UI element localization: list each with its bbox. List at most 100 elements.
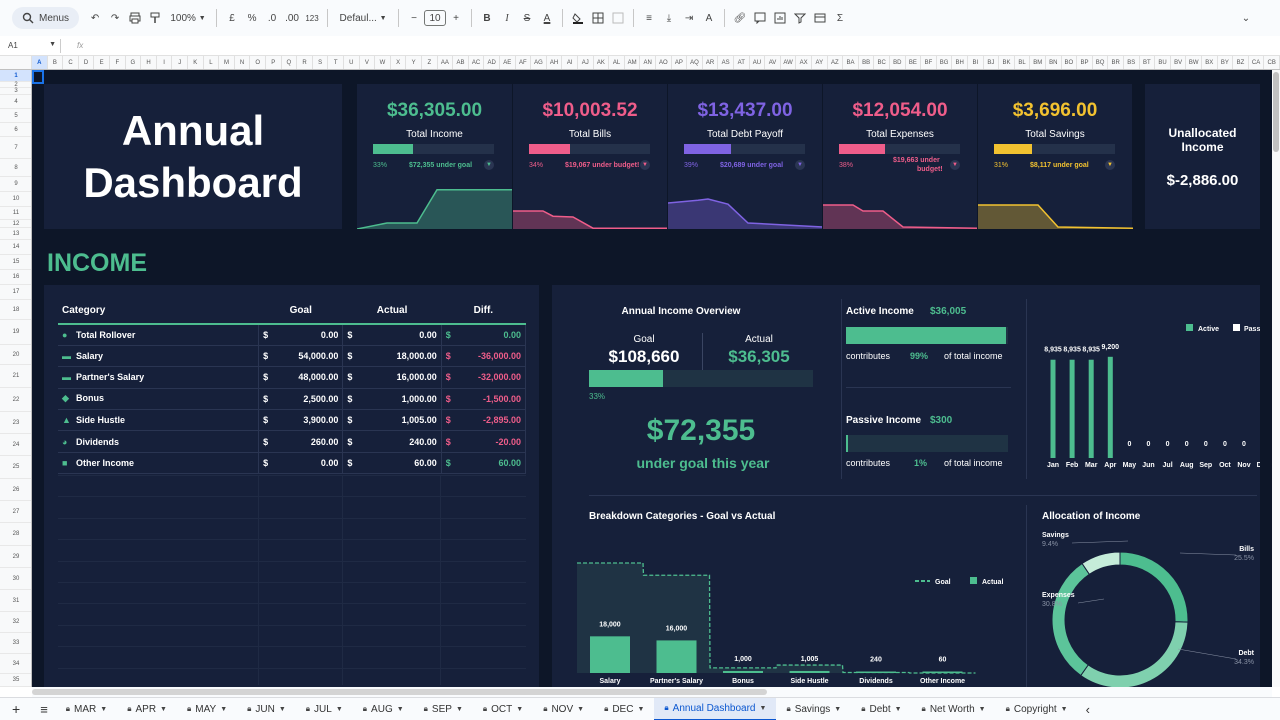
sheet-tab-dec[interactable]: 🔒︎ DEC ▼ xyxy=(594,698,654,720)
column-header[interactable]: BL xyxy=(1015,56,1031,69)
row-header[interactable]: 35 xyxy=(0,674,31,687)
column-header[interactable]: BM xyxy=(1030,56,1046,69)
sheet-tab-savings[interactable]: 🔒︎ Savings ▼ xyxy=(776,698,851,720)
column-header[interactable]: AD xyxy=(484,56,500,69)
scroll-thumb[interactable] xyxy=(1273,72,1279,152)
row-header[interactable]: 13 xyxy=(0,228,31,240)
increase-decimal-button[interactable]: .00 xyxy=(285,12,299,24)
column-header[interactable]: BG xyxy=(937,56,953,69)
column-header[interactable]: X xyxy=(391,56,407,69)
row-header[interactable]: 34 xyxy=(0,654,31,674)
row-header[interactable]: 7 xyxy=(0,137,31,159)
row-header[interactable]: 20 xyxy=(0,345,31,365)
borders-icon[interactable] xyxy=(588,6,608,30)
column-header[interactable]: G xyxy=(126,56,142,69)
column-header[interactable]: AY xyxy=(812,56,828,69)
decrease-decimal-button[interactable]: .0 xyxy=(267,12,277,24)
column-header[interactable]: AG xyxy=(531,56,547,69)
column-header[interactable]: Z xyxy=(422,56,438,69)
column-header[interactable]: AV xyxy=(765,56,781,69)
sheet-tab-annual-dashboard[interactable]: 🔒︎ Annual Dashboard ▼ xyxy=(654,697,777,720)
selected-cell[interactable] xyxy=(32,70,44,84)
chevron-down-icon[interactable]: ▼ xyxy=(640,160,650,170)
column-header[interactable]: AC xyxy=(469,56,485,69)
column-header[interactable]: AX xyxy=(796,56,812,69)
column-header[interactable]: AB xyxy=(453,56,469,69)
row-header[interactable]: 15 xyxy=(0,255,31,270)
column-header[interactable]: BN xyxy=(1046,56,1062,69)
sheet-tab-nov[interactable]: 🔒︎ NOV ▼ xyxy=(533,698,594,720)
column-header[interactable]: CB xyxy=(1264,56,1280,69)
row-header[interactable]: 8 xyxy=(0,159,31,177)
column-header[interactable]: AJ xyxy=(578,56,594,69)
sheet-tab-jun[interactable]: 🔒︎ JUN ▼ xyxy=(237,698,296,720)
column-header[interactable]: BI xyxy=(968,56,984,69)
column-header[interactable]: A xyxy=(32,56,48,69)
row-header[interactable]: 28 xyxy=(0,523,31,546)
column-header[interactable]: AH xyxy=(547,56,563,69)
column-header[interactable]: AT xyxy=(734,56,750,69)
column-header[interactable]: BJ xyxy=(984,56,1000,69)
row-header[interactable]: 25 xyxy=(0,456,31,479)
link-icon[interactable]: 🔗︎ xyxy=(733,12,747,24)
row-header[interactable]: 17 xyxy=(0,285,31,300)
column-header[interactable]: R xyxy=(297,56,313,69)
filter-views-icon[interactable] xyxy=(810,6,830,30)
column-header[interactable]: E xyxy=(94,56,110,69)
column-header[interactable]: Q xyxy=(282,56,298,69)
sheet-tab-debt[interactable]: 🔒︎ Debt ▼ xyxy=(851,698,911,720)
column-header[interactable]: AO xyxy=(656,56,672,69)
column-header[interactable]: BX xyxy=(1202,56,1218,69)
row-header[interactable]: 6 xyxy=(0,123,31,137)
column-header[interactable]: BZ xyxy=(1233,56,1249,69)
column-header[interactable]: AU xyxy=(750,56,766,69)
increase-font-size-button[interactable]: + xyxy=(453,12,459,24)
menus-button[interactable]: Menus xyxy=(12,7,80,29)
chevron-down-icon[interactable]: ▼ xyxy=(1105,160,1115,170)
row-header[interactable]: 24 xyxy=(0,434,31,456)
column-header[interactable]: AI xyxy=(562,56,578,69)
column-header[interactable]: BT xyxy=(1140,56,1156,69)
merge-cells-icon[interactable] xyxy=(608,6,628,30)
column-header[interactable]: AP xyxy=(672,56,688,69)
sheet-tab-jul[interactable]: 🔒︎ JUL ▼ xyxy=(296,698,353,720)
text-rotation-icon[interactable]: A xyxy=(705,12,713,24)
sheet-tab-may[interactable]: 🔒︎ MAY ▼ xyxy=(177,698,237,720)
column-header[interactable]: V xyxy=(360,56,376,69)
row-header[interactable]: 5 xyxy=(0,109,31,123)
column-header[interactable]: CA xyxy=(1249,56,1265,69)
column-header[interactable]: BR xyxy=(1108,56,1124,69)
column-header[interactable]: AM xyxy=(625,56,641,69)
sheet-tab-oct[interactable]: 🔒︎ OCT ▼ xyxy=(473,698,533,720)
paint-format-icon[interactable] xyxy=(145,6,165,30)
column-header[interactable]: BQ xyxy=(1093,56,1109,69)
chevron-down-icon[interactable]: ▼ xyxy=(795,160,805,170)
comment-icon[interactable] xyxy=(750,6,770,30)
name-box[interactable]: A1 ▼ xyxy=(0,41,60,50)
column-header[interactable]: P xyxy=(266,56,282,69)
undo-icon[interactable]: ↶ xyxy=(90,12,100,24)
print-icon[interactable] xyxy=(125,6,145,30)
column-header[interactable]: Y xyxy=(406,56,422,69)
column-header[interactable]: AQ xyxy=(687,56,703,69)
row-header[interactable]: 26 xyxy=(0,479,31,501)
formula-input[interactable] xyxy=(83,37,1280,55)
chart-icon[interactable] xyxy=(770,6,790,30)
column-header[interactable]: S xyxy=(313,56,329,69)
column-header[interactable]: BY xyxy=(1218,56,1234,69)
column-header[interactable]: BB xyxy=(859,56,875,69)
column-header[interactable]: BW xyxy=(1186,56,1202,69)
column-header[interactable]: BO xyxy=(1062,56,1078,69)
column-header[interactable]: W xyxy=(375,56,391,69)
column-header[interactable]: AL xyxy=(609,56,625,69)
column-header[interactable]: AN xyxy=(640,56,656,69)
row-header[interactable]: 30 xyxy=(0,568,31,590)
align-icon[interactable]: ≡ xyxy=(646,12,652,24)
row-header[interactable]: 4 xyxy=(0,95,31,109)
column-header[interactable]: BS xyxy=(1124,56,1140,69)
italic-icon[interactable]: I xyxy=(505,12,509,24)
font-size-input[interactable]: 10 xyxy=(424,10,447,26)
column-header[interactable]: F xyxy=(110,56,126,69)
column-header[interactable]: BK xyxy=(999,56,1015,69)
column-header[interactable]: AE xyxy=(500,56,516,69)
